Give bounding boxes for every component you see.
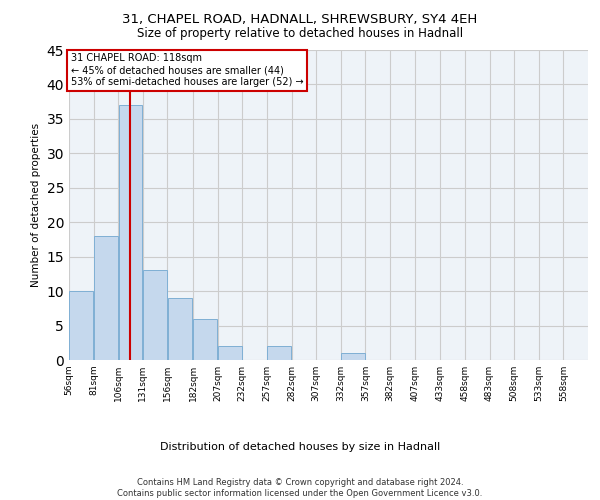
- Bar: [70, 291, 93, 360]
- Bar: [193, 318, 217, 360]
- Bar: [268, 346, 291, 360]
- Bar: [168, 298, 192, 360]
- Text: Distribution of detached houses by size in Hadnall: Distribution of detached houses by size …: [160, 442, 440, 452]
- Text: 31 CHAPEL ROAD: 118sqm
← 45% of detached houses are smaller (44)
53% of semi-det: 31 CHAPEL ROAD: 118sqm ← 45% of detached…: [71, 54, 304, 86]
- Text: Size of property relative to detached houses in Hadnall: Size of property relative to detached ho…: [137, 28, 463, 40]
- Text: Contains HM Land Registry data © Crown copyright and database right 2024.
Contai: Contains HM Land Registry data © Crown c…: [118, 478, 482, 498]
- Text: 31, CHAPEL ROAD, HADNALL, SHREWSBURY, SY4 4EH: 31, CHAPEL ROAD, HADNALL, SHREWSBURY, SY…: [122, 12, 478, 26]
- Bar: [143, 270, 167, 360]
- Bar: [94, 236, 118, 360]
- Bar: [218, 346, 242, 360]
- Bar: [341, 353, 365, 360]
- Bar: [119, 105, 142, 360]
- Y-axis label: Number of detached properties: Number of detached properties: [31, 123, 41, 287]
